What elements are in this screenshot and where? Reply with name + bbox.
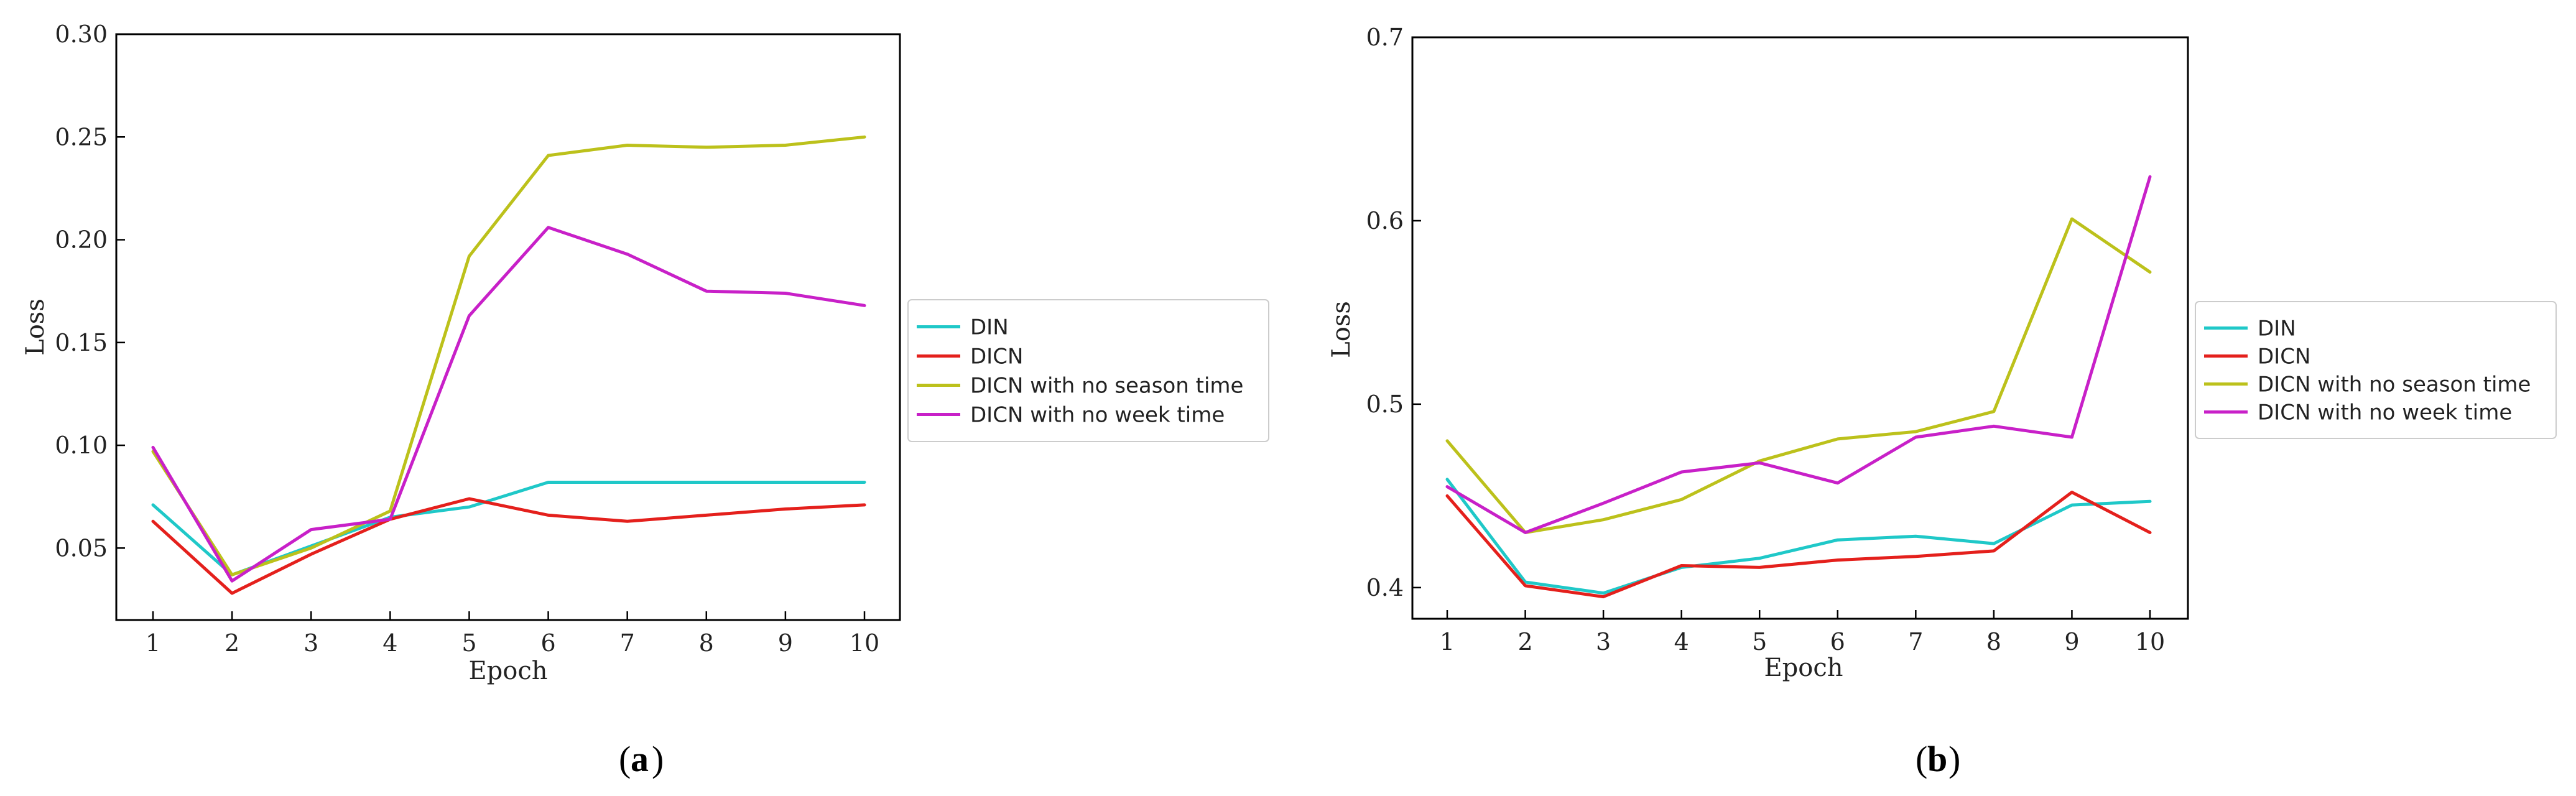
plot-area-frame: [115, 33, 901, 621]
legend-box: [907, 299, 1269, 442]
caption-letter: a: [631, 739, 649, 779]
y-tick-label: 0.30: [55, 21, 108, 48]
legend: DIN DICN DICN with no season time DICN with…: [907, 299, 1269, 442]
caption: ( a ): [619, 739, 664, 779]
y-axis-label: Loss: [1327, 301, 1356, 358]
x-tick-label: 3: [1596, 628, 1611, 655]
x-tick-labels: 1 2 3 4 5 6 7 8 9 10: [1440, 628, 2165, 655]
y-tick-label: 0.10: [55, 432, 108, 459]
series-lines: [1445, 175, 2152, 599]
y-tick-label: 0.20: [55, 226, 108, 254]
x-axis-label: Epoch: [468, 657, 547, 685]
legend-label-din: DIN: [2258, 317, 2296, 341]
x-tick-label: 10: [850, 629, 879, 657]
y-tick-label: 0.25: [55, 123, 108, 150]
x-tick-label: 7: [620, 629, 635, 657]
x-tick-label: 7: [1908, 628, 1923, 655]
x-tick-label: 4: [1674, 628, 1689, 655]
x-tick-label: 4: [382, 629, 397, 657]
x-tick-label: 9: [778, 629, 793, 657]
legend: DIN DICN DICN with no season time DICN with…: [2195, 301, 2557, 439]
legend-label-dicn-with-no-week-time: DICN with no week time: [970, 403, 1225, 428]
x-tick-label: 8: [699, 629, 714, 657]
series-line-dicn-with-no-week-time: [151, 226, 866, 583]
legend-label-dicn: DICN: [2258, 345, 2310, 369]
chart-panel-a: 0.05 0.10 0.15 0.20 0.25 0.30 1 2 3 4 5 6 7 8 9 10 Epo…: [21, 21, 1269, 779]
x-tick-label: 1: [146, 629, 160, 657]
series-line-din: [1445, 478, 2152, 595]
x-tick-label: 3: [303, 629, 318, 657]
x-tick-label: 6: [540, 629, 555, 657]
tick-marks: [116, 33, 866, 620]
series-line-dicn-with-no-week-time: [1445, 175, 2152, 534]
legend-label-din: DIN: [970, 315, 1009, 340]
caption-close-paren: ): [1948, 739, 1960, 779]
caption-letter: b: [1927, 739, 1947, 779]
x-tick-label: 1: [1440, 628, 1455, 655]
legend-label-dicn-with-no-season-time: DICN with no season time: [2258, 373, 2531, 397]
legend-label-dicn: DICN: [970, 345, 1023, 369]
legend-box: [2195, 301, 2557, 439]
caption: ( b ): [1916, 739, 1960, 779]
y-tick-labels: 0.4 0.5 0.6 0.7: [1366, 24, 1404, 601]
y-axis-label: Loss: [21, 298, 50, 356]
x-tick-label: 8: [1986, 628, 2001, 655]
tick-marks: [1412, 36, 2151, 619]
x-tick-label: 9: [2064, 628, 2079, 655]
chart-panel-b: 0.40.50.60.7 1 2 3 4 5 6 7 8 9 10 Epoch Loss DIND…: [1327, 24, 2557, 779]
caption-open-paren: (: [1916, 739, 1927, 779]
x-tick-label: 2: [1517, 628, 1532, 655]
y-tick-labels: 0.05 0.10 0.15 0.20 0.25 0.30: [55, 21, 108, 562]
x-tick-label: 5: [1752, 628, 1767, 655]
caption-open-paren: (: [619, 739, 631, 779]
x-tick-label: 2: [225, 629, 239, 657]
y-tick-label: 0.6: [1366, 207, 1404, 234]
x-tick-label: 10: [2135, 628, 2165, 655]
legend-label-dicn-with-no-week-time: DICN with no week time: [2258, 400, 2512, 425]
x-axis-label: Epoch: [1764, 654, 1843, 682]
y-tick-label: 0.5: [1366, 391, 1404, 418]
series-lines: [151, 135, 866, 595]
y-tick-label: 0.4: [1366, 574, 1404, 601]
y-tick-label: 0.15: [55, 329, 108, 356]
x-tick-label: 6: [1830, 628, 1845, 655]
caption-close-paren: ): [652, 739, 664, 779]
y-tick-label: 0.7: [1366, 24, 1404, 51]
y-tick-label: 0.05: [55, 534, 108, 562]
x-tick-label: 5: [461, 629, 476, 657]
series-line-dicn: [1445, 491, 2152, 599]
series-line-dicn-with-no-season-time: [151, 135, 866, 576]
series-line-dicn-with-no-season-time: [1445, 217, 2152, 534]
x-tick-labels: 1 2 3 4 5 6 7 8 9 10: [146, 629, 879, 657]
series-line-dicn: [151, 497, 866, 595]
plot-area-frame: [1411, 36, 2189, 620]
legend-label-dicn-with-no-season-time: DICN with no season time: [970, 374, 1243, 399]
